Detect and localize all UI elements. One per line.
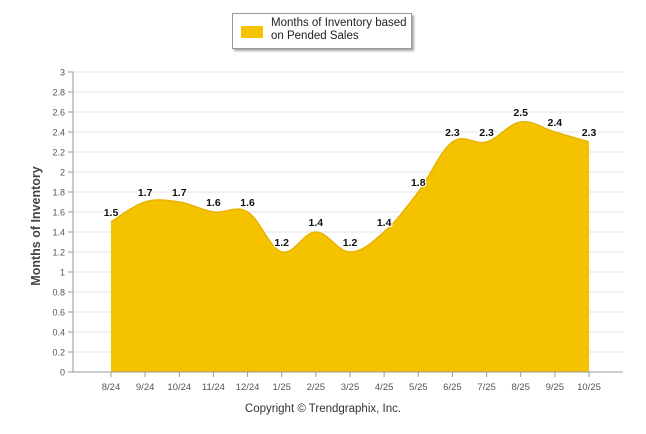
- y-tick-label: 0.2: [52, 348, 65, 358]
- x-tick-label: 3/25: [341, 382, 360, 393]
- y-tick-label: 2.2: [52, 148, 65, 158]
- x-tick-label: 10/25: [577, 382, 601, 393]
- data-label: 1.6: [240, 197, 255, 209]
- x-tick-label: 11/24: [202, 382, 225, 393]
- data-label: 1.7: [138, 187, 153, 199]
- data-label: 1.2: [343, 237, 358, 249]
- data-label: 2.3: [582, 127, 597, 139]
- x-tick-label: 8/24: [102, 382, 121, 393]
- y-tick-label: 0.4: [52, 328, 65, 338]
- y-tick-label: 2: [60, 168, 65, 178]
- x-tick-label: 4/25: [375, 382, 394, 393]
- x-tick-label: 12/24: [236, 382, 260, 393]
- y-tick-label: 1.2: [52, 248, 65, 258]
- x-tick-label: 5/25: [409, 382, 428, 393]
- copyright-text: Copyright © Trendgraphix, Inc.: [244, 403, 402, 415]
- data-label: 2.3: [479, 127, 494, 139]
- y-tick-label: 2.8: [52, 88, 65, 98]
- legend-swatch: [241, 26, 263, 38]
- legend: Months of Inventory based on Pended Sale…: [232, 13, 412, 49]
- data-label: 1.7: [172, 187, 187, 199]
- data-label: 2.5: [513, 107, 528, 119]
- data-label: 2.4: [548, 117, 563, 129]
- data-labels: 1.5 1.7 1.7 1.6 1.6 1.2 1.4 1.2 1.4 1.8 2.3 2.3 2.5 2…: [103, 106, 598, 250]
- data-label: 1.5: [104, 207, 119, 219]
- x-tick-label: 1/25: [272, 382, 291, 393]
- data-label: 2.3: [445, 127, 460, 139]
- y-tick-label: 2.4: [52, 128, 65, 138]
- x-tick-label: 9/24: [136, 382, 155, 393]
- legend-label: Months of Inventory based on Pended Sale…: [271, 17, 407, 42]
- x-tick-label: 10/24: [167, 382, 191, 393]
- y-tick-label: 0.6: [52, 308, 65, 318]
- x-axis: 8/24 9/24 10/24 11/24 12/24 1/25 2/25 3/25 4/25 5…: [73, 371, 623, 393]
- x-tick-label: 9/25: [546, 382, 565, 393]
- y-tick-label: 1.6: [52, 208, 65, 218]
- y-tick-label: 2.6: [52, 108, 65, 118]
- data-label: 1.2: [274, 237, 289, 249]
- data-label: 1.4: [309, 217, 324, 229]
- y-tick-label: 3: [60, 68, 65, 78]
- x-tick-label: 6/25: [443, 382, 462, 393]
- x-tick-label: 2/25: [307, 382, 326, 393]
- y-axis: 0 0.2 0.4 0.6 0.8 1 1.2 1.4 1.6 1.8 2 2.2 2.4 2.6 2.8 3: [52, 68, 74, 378]
- series-area-fill: [111, 121, 589, 372]
- series-area: [110, 121, 590, 372]
- y-tick-label: 0: [60, 368, 65, 378]
- y-tick-label: 1.8: [52, 188, 65, 198]
- series-line: [110, 121, 590, 253]
- y-tick-label: 0.8: [52, 288, 65, 298]
- y-tick-label: 1: [60, 268, 65, 278]
- data-label: 1.4: [377, 217, 392, 229]
- x-tick-label: 7/25: [477, 382, 496, 393]
- data-label: 1.6: [206, 197, 221, 209]
- y-tick-label: 1.4: [52, 228, 65, 238]
- x-tick-label: 8/25: [511, 382, 530, 393]
- y-axis-title: Months of Inventory: [29, 166, 43, 285]
- data-label: 1.8: [411, 177, 426, 189]
